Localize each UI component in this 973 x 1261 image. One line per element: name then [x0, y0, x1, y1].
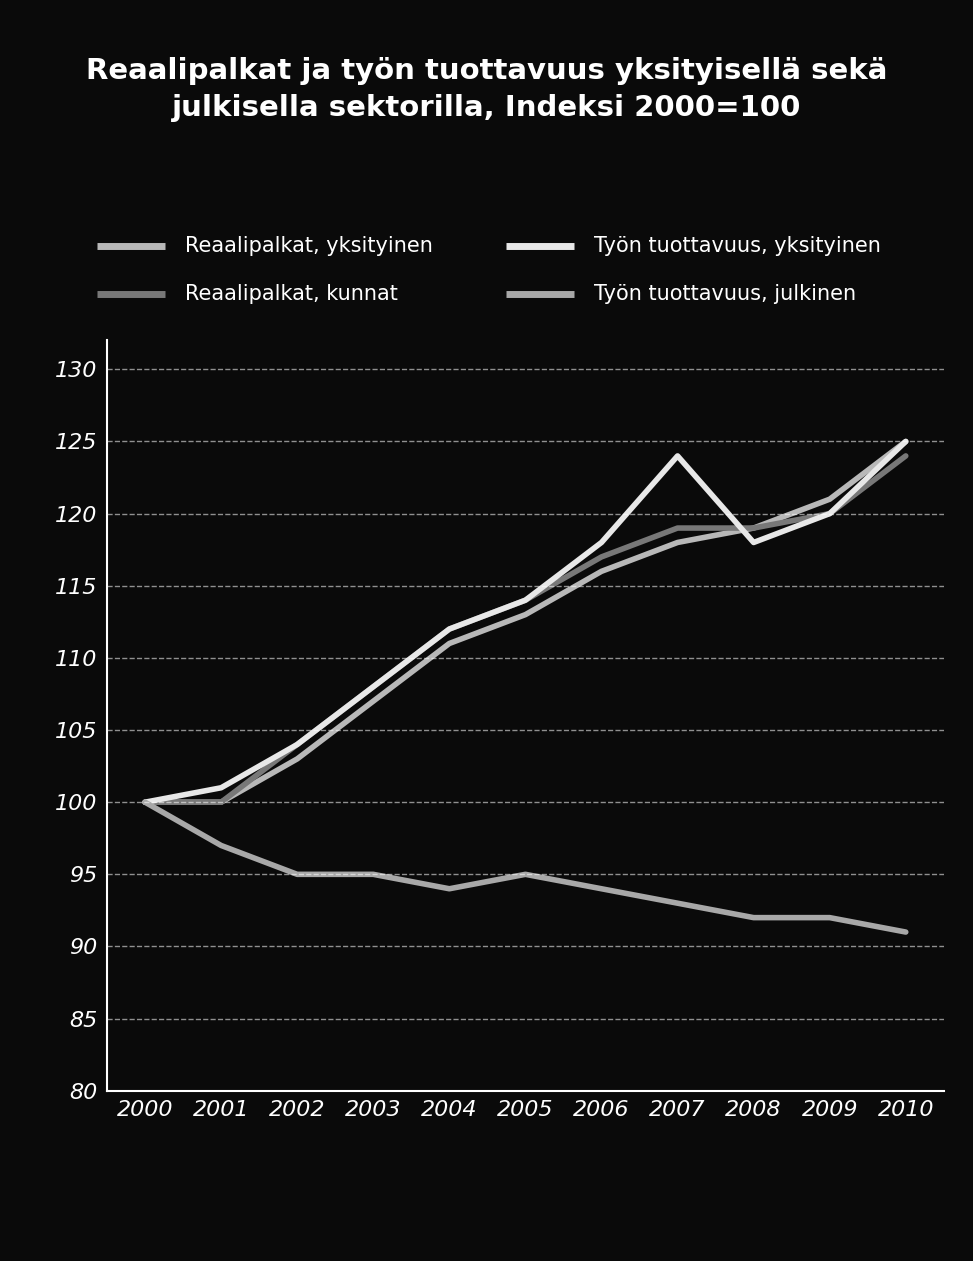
Text: Reaalipalkat ja työn tuottavuus yksityisellä sekä
julkisella sektorilla, Indeksi: Reaalipalkat ja työn tuottavuus yksityis…	[86, 57, 887, 121]
Text: Reaalipalkat, yksityinen: Reaalipalkat, yksityinen	[185, 236, 433, 256]
Text: Reaalipalkat, kunnat: Reaalipalkat, kunnat	[185, 284, 398, 304]
Text: Työn tuottavuus, julkinen: Työn tuottavuus, julkinen	[594, 284, 855, 304]
Text: Työn tuottavuus, yksityinen: Työn tuottavuus, yksityinen	[594, 236, 881, 256]
